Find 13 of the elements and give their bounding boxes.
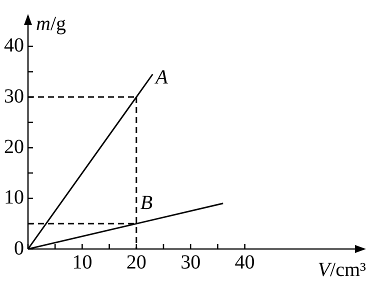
y-tick-label: 40 (4, 34, 24, 57)
x-tick-label: 30 (180, 251, 201, 274)
series-label: A (154, 66, 169, 88)
x-tick-label: 10 (72, 251, 92, 274)
y-tick-label: 20 (4, 136, 24, 158)
y-tick-label: 0 (14, 237, 24, 260)
x-tick-label: 40 (234, 251, 255, 274)
y-axis-title: m/g (36, 13, 66, 35)
x-tick-label: 20 (126, 251, 146, 274)
series-label: B (140, 192, 153, 214)
y-tick-label: 30 (4, 85, 24, 108)
x-axis-title: V/cm³ (318, 259, 366, 281)
y-tick-label: 10 (4, 186, 24, 209)
